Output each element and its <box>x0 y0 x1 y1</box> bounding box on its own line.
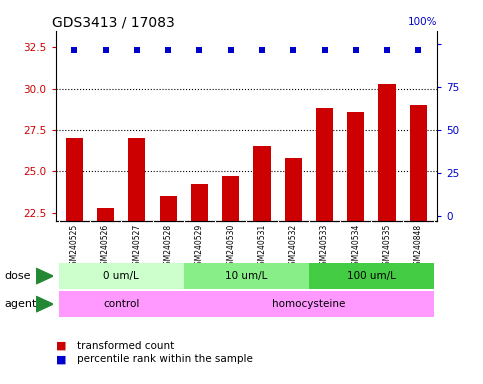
Text: dose: dose <box>5 271 31 281</box>
Text: GSM240848: GSM240848 <box>414 223 423 270</box>
Point <box>71 46 78 53</box>
Bar <box>379 84 396 221</box>
Bar <box>309 263 434 289</box>
Polygon shape <box>36 296 53 312</box>
Text: 0 um/L: 0 um/L <box>103 271 139 281</box>
Bar <box>184 263 309 289</box>
Text: GSM240535: GSM240535 <box>383 223 392 270</box>
Point <box>227 46 235 53</box>
Point <box>196 46 203 53</box>
Bar <box>191 184 208 221</box>
Bar <box>66 138 83 221</box>
Text: 100%: 100% <box>408 17 437 27</box>
Text: GSM240530: GSM240530 <box>226 223 235 270</box>
Text: agent: agent <box>5 299 37 309</box>
Text: GSM240533: GSM240533 <box>320 223 329 270</box>
Bar <box>316 108 333 221</box>
Point <box>102 46 110 53</box>
Bar <box>184 291 434 317</box>
Text: GSM240526: GSM240526 <box>101 223 110 270</box>
Polygon shape <box>36 268 53 284</box>
Bar <box>159 196 177 221</box>
Text: GDS3413 / 17083: GDS3413 / 17083 <box>52 16 174 30</box>
Bar <box>284 158 302 221</box>
Text: GSM240534: GSM240534 <box>351 223 360 270</box>
Bar <box>128 138 145 221</box>
Text: GSM240529: GSM240529 <box>195 223 204 270</box>
Text: percentile rank within the sample: percentile rank within the sample <box>77 354 253 364</box>
Point <box>164 46 172 53</box>
Point <box>414 46 422 53</box>
Point <box>383 46 391 53</box>
Point <box>321 46 328 53</box>
Text: 10 um/L: 10 um/L <box>225 271 268 281</box>
Bar <box>254 146 270 221</box>
Point <box>133 46 141 53</box>
Bar <box>410 105 427 221</box>
Text: GSM240525: GSM240525 <box>70 223 79 270</box>
Point <box>352 46 360 53</box>
Text: homocysteine: homocysteine <box>272 299 345 309</box>
Bar <box>222 176 239 221</box>
Text: GSM240532: GSM240532 <box>289 223 298 270</box>
Bar <box>347 112 364 221</box>
Bar <box>97 208 114 221</box>
Text: transformed count: transformed count <box>77 341 174 351</box>
Point <box>258 46 266 53</box>
Text: GSM240528: GSM240528 <box>164 223 172 270</box>
Point <box>289 46 297 53</box>
Text: ■: ■ <box>56 341 70 351</box>
Text: 100 um/L: 100 um/L <box>347 271 396 281</box>
Bar <box>58 263 184 289</box>
Text: GSM240527: GSM240527 <box>132 223 142 270</box>
Text: GSM240531: GSM240531 <box>257 223 267 270</box>
Bar <box>58 291 184 317</box>
Text: control: control <box>103 299 140 309</box>
Text: ■: ■ <box>56 354 70 364</box>
